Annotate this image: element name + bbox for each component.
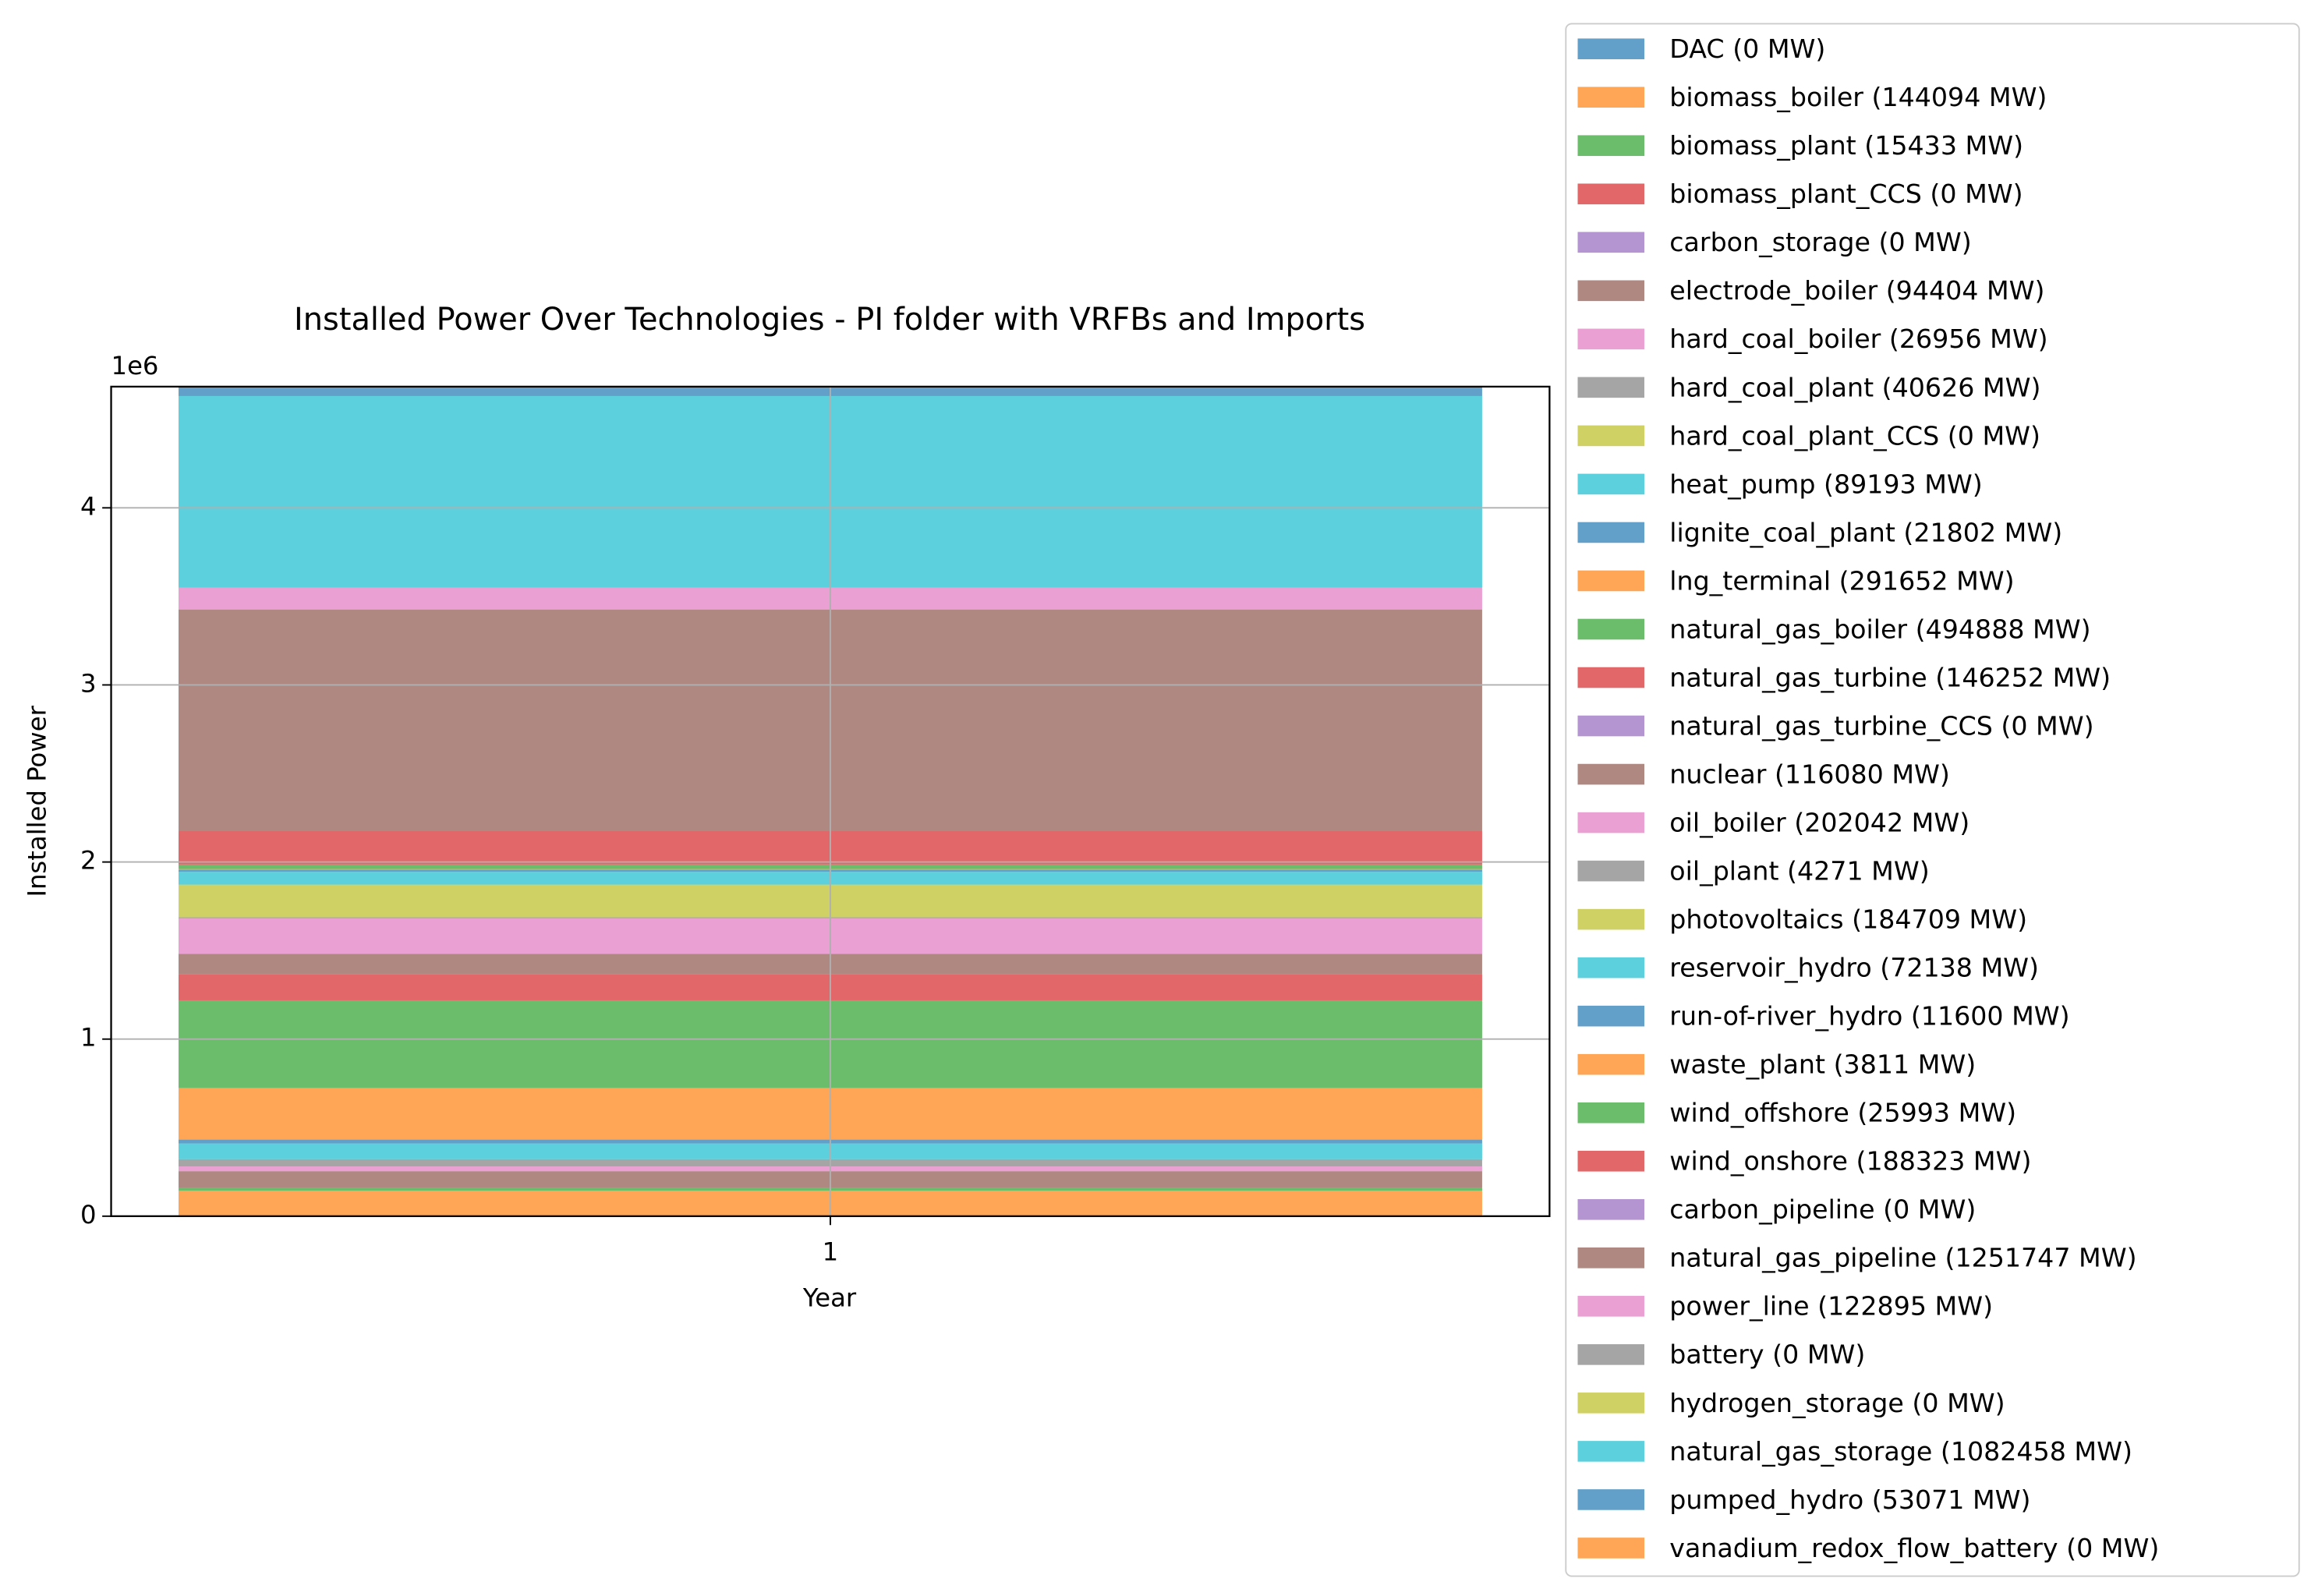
chart-title: Installed Power Over Technologies - PI f… <box>294 302 1365 338</box>
plot-area: 1 0 1 2 3 4 <box>80 385 1551 1266</box>
legend-swatch <box>1577 957 1644 978</box>
legend-label: heat_pump (89193 MW) <box>1669 469 1982 499</box>
y-tick-label: 4 <box>80 491 97 521</box>
y-offset-label: 1e6 <box>111 351 159 380</box>
legend-label: hard_coal_plant_CCS (0 MW) <box>1669 420 2040 451</box>
legend-label: biomass_boiler (144094 MW) <box>1669 82 2047 112</box>
legend-label: run-of-river_hydro (11600 MW) <box>1669 1001 2069 1032</box>
y-tick-label: 1 <box>80 1023 97 1053</box>
legend-swatch <box>1577 667 1644 688</box>
legend-swatch <box>1577 232 1644 253</box>
legend-swatch <box>1577 1344 1644 1365</box>
legend-swatch <box>1577 1441 1644 1462</box>
legend-swatch <box>1577 473 1644 495</box>
legend-label: natural_gas_turbine_CCS (0 MW) <box>1669 710 2093 741</box>
legend-swatch <box>1577 1053 1644 1075</box>
legend-swatch <box>1577 38 1644 59</box>
legend-swatch <box>1577 425 1644 447</box>
legend-label: power_line (122895 MW) <box>1669 1291 1993 1322</box>
legend-label: nuclear (116080 MW) <box>1669 759 1950 789</box>
legend-swatch <box>1577 1247 1644 1269</box>
legend-label: vanadium_redox_flow_battery (0 MW) <box>1669 1533 2159 1563</box>
legend-swatch <box>1577 1538 1644 1559</box>
legend-label: oil_boiler (202042 MW) <box>1669 807 1969 837</box>
y-tick-label: 3 <box>80 668 97 698</box>
legend-swatch <box>1577 377 1644 398</box>
legend-swatch <box>1577 522 1644 543</box>
legend-swatch <box>1577 1198 1644 1220</box>
legend-label: photovoltaics (184709 MW) <box>1669 904 2027 935</box>
y-tick-label: 2 <box>80 846 97 876</box>
x-tick-label: 1 <box>823 1237 839 1266</box>
legend-label: carbon_storage (0 MW) <box>1669 227 1971 257</box>
legend-label: wind_onshore (188323 MW) <box>1669 1146 2031 1177</box>
y-axis-label: Installed Power <box>22 705 51 897</box>
legend-swatch <box>1577 1102 1644 1124</box>
legend-label: natural_gas_pipeline (1251747 MW) <box>1669 1243 2136 1273</box>
legend-swatch <box>1577 1296 1644 1317</box>
legend-swatch <box>1577 328 1644 350</box>
legend-swatch <box>1577 280 1644 302</box>
legend-label: biomass_plant_CCS (0 MW) <box>1669 179 2023 209</box>
legend-swatch <box>1577 1150 1644 1172</box>
legend-label: natural_gas_boiler (494888 MW) <box>1669 614 2090 644</box>
legend-label: waste_plant (3811 MW) <box>1669 1049 1976 1080</box>
legend-label: biomass_plant (15433 MW) <box>1669 130 2023 161</box>
legend-label: battery (0 MW) <box>1669 1339 1865 1370</box>
legend-swatch <box>1577 1393 1644 1414</box>
legend-swatch <box>1577 1489 1644 1510</box>
legend-box <box>1565 23 2300 1577</box>
legend-swatch <box>1577 812 1644 833</box>
legend-swatch <box>1577 763 1644 785</box>
legend-label: reservoir_hydro (72138 MW) <box>1669 953 2039 983</box>
legend-swatch <box>1577 715 1644 737</box>
legend-label: hard_coal_plant (40626 MW) <box>1669 372 2040 402</box>
y-tick-label: 0 <box>80 1200 97 1230</box>
legend-label: hydrogen_storage (0 MW) <box>1669 1388 2005 1418</box>
legend-label: wind_offshore (25993 MW) <box>1669 1098 2016 1128</box>
legend-label: lng_terminal (291652 MW) <box>1669 565 2014 596</box>
legend-swatch <box>1577 860 1644 882</box>
legend-swatch <box>1577 908 1644 930</box>
legend-swatch <box>1577 135 1644 157</box>
legend-label: DAC (0 MW) <box>1669 34 1825 64</box>
legend-swatch <box>1577 183 1644 205</box>
legend: DAC (0 MW) biomass_boiler (144094 MW) biom… <box>1577 34 2159 1563</box>
legend-label: oil_plant (4271 MW) <box>1669 856 1929 886</box>
legend-label: electrode_boiler (94404 MW) <box>1669 275 2044 306</box>
legend-label: hard_coal_boiler (26956 MW) <box>1669 324 2047 354</box>
legend-label: carbon_pipeline (0 MW) <box>1669 1194 1976 1225</box>
legend-label: natural_gas_storage (1082458 MW) <box>1669 1436 2132 1467</box>
legend-swatch <box>1577 1005 1644 1027</box>
legend-swatch <box>1577 87 1644 108</box>
x-axis-label: Year <box>802 1283 857 1312</box>
legend-label: lignite_coal_plant (21802 MW) <box>1669 517 2062 547</box>
plot-frame <box>110 385 1551 1217</box>
legend-label: pumped_hydro (53071 MW) <box>1669 1485 2030 1515</box>
legend-swatch <box>1577 618 1644 640</box>
legend-swatch <box>1577 570 1644 592</box>
legend-label: natural_gas_turbine (146252 MW) <box>1669 662 2111 692</box>
